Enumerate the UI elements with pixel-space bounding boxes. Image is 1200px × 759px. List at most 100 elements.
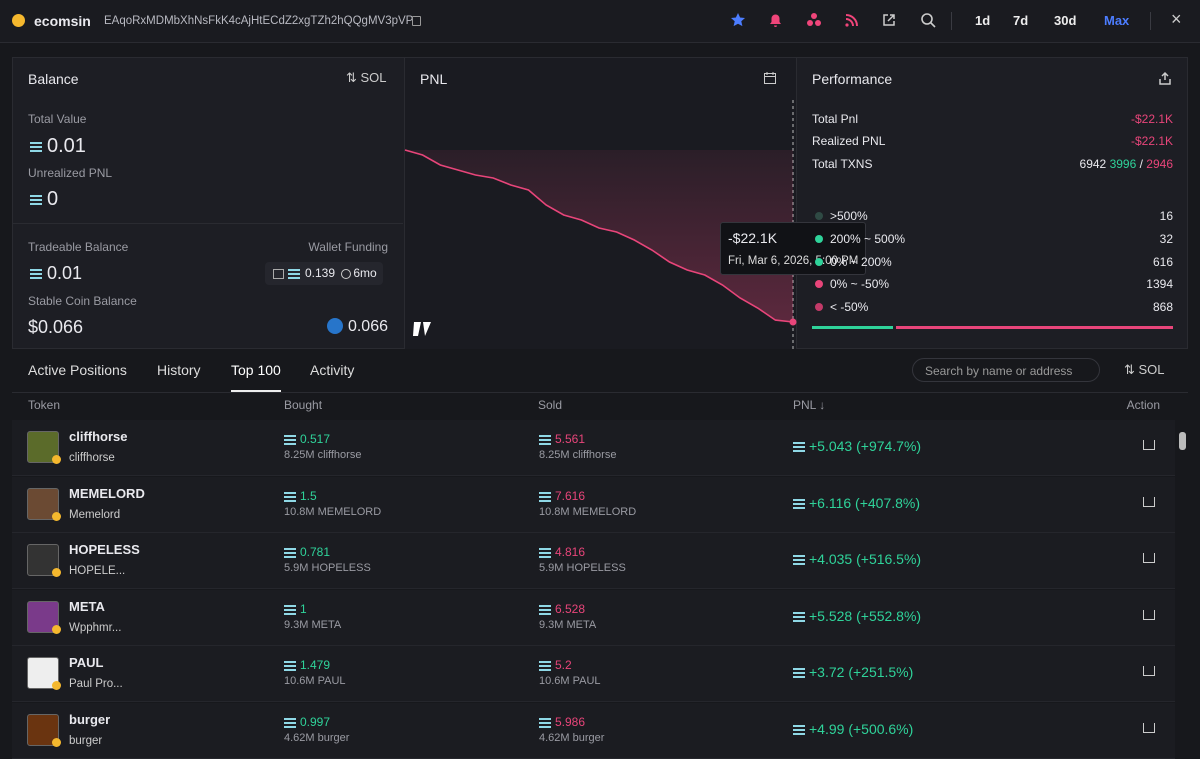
rss-icon[interactable]	[844, 12, 860, 28]
realized-pnl: -$22.1K	[1130, 134, 1173, 148]
stable-usdc: 0.066	[347, 318, 388, 335]
sold-value: 5.986	[555, 714, 586, 729]
performance-title: Performance	[812, 71, 893, 87]
bell-icon[interactable]	[768, 12, 783, 28]
token-sub: Memelord	[69, 508, 121, 521]
token-sub: Wpphmr...	[69, 621, 122, 634]
timeframe-button[interactable]: 1d	[975, 13, 991, 28]
share-button[interactable]	[1143, 666, 1155, 676]
bucket-label: < -50%	[830, 300, 869, 315]
bucket-dot	[815, 257, 823, 266]
search-icon[interactable]	[920, 12, 936, 28]
sol-icon	[539, 604, 551, 615]
tab[interactable]: History	[157, 362, 201, 378]
pnl-value: +4.99 (+500.6%)	[809, 720, 914, 737]
bucket-dot	[815, 303, 823, 312]
bucket-dot	[815, 234, 823, 243]
token-name[interactable]: PAUL	[69, 655, 104, 670]
sol-icon	[30, 269, 42, 280]
divider	[12, 392, 1188, 393]
token-name[interactable]: META	[69, 598, 105, 614]
ratio-segment	[896, 326, 1067, 329]
row-bg	[12, 589, 1175, 646]
share-button[interactable]	[1143, 553, 1155, 563]
sol-icon	[539, 548, 551, 558]
currency-toggle[interactable]: ⇅ SOL	[1124, 362, 1165, 377]
bought-value: 1.5	[300, 488, 317, 503]
sol-icon	[793, 498, 805, 509]
divider	[951, 12, 952, 30]
timeframe-button[interactable]: Max	[1104, 13, 1130, 28]
sol-icon	[539, 435, 551, 445]
label: Total TXNS	[812, 157, 873, 171]
wallet-funding: 0.139	[305, 266, 336, 280]
token-name[interactable]: burger	[69, 711, 111, 727]
divider	[13, 223, 403, 224]
bucket-label: 0% ~ -50%	[830, 277, 890, 292]
bucket-count: 32	[1159, 231, 1173, 246]
search-input[interactable]: Search by name or address	[912, 358, 1100, 382]
label: Total Pnl	[812, 112, 859, 126]
calendar-icon[interactable]	[763, 71, 777, 85]
share-button[interactable]	[1143, 722, 1155, 733]
sol-icon	[284, 661, 296, 671]
token-sub: Paul Pro...	[69, 678, 123, 690]
label: Realized PNL	[812, 134, 886, 148]
external-icon[interactable]	[882, 13, 896, 27]
tab[interactable]: Active Positions	[28, 362, 127, 378]
currency-toggle[interactable]: ⇅ SOL	[346, 70, 387, 85]
share-icon[interactable]	[1158, 71, 1172, 85]
star-icon[interactable]	[730, 12, 746, 28]
wallet-address[interactable]: EAqoRxMDMbXhNsFkK4cAjHtECdZ2xgTZh2hQQgMV…	[104, 15, 414, 27]
share-button[interactable]	[1143, 440, 1155, 450]
timeframe-button[interactable]: 7d	[1013, 13, 1029, 28]
sol-icon	[284, 491, 296, 502]
bucket-count: 868	[1152, 300, 1173, 315]
sold-amount: 10.6M PAUL	[539, 675, 601, 687]
group-icon[interactable]	[806, 12, 822, 28]
avatar	[12, 14, 25, 27]
sold-value: 7.616	[555, 488, 586, 503]
share-button[interactable]	[1143, 496, 1155, 507]
pnl-value: +6.116 (+407.8%)	[809, 494, 921, 511]
total-value: 0.01	[47, 135, 86, 157]
scrollbar-thumb[interactable]	[1179, 432, 1186, 450]
token-badge	[52, 455, 61, 464]
ratio-segment	[1066, 326, 1173, 329]
sold-amount: 8.25M cliffhorse	[539, 449, 617, 461]
sold-amount: 5.9M HOPELESS	[539, 562, 626, 574]
balance-title: Balance	[28, 71, 79, 87]
column-header[interactable]: PNL ↓	[793, 398, 826, 412]
bought-amount: 8.25M cliffhorse	[284, 449, 362, 461]
column-header: Bought	[284, 398, 323, 412]
tab[interactable]: Activity	[310, 362, 355, 378]
sold-amount: 10.8M MEMELORD	[539, 505, 637, 518]
token-sub: HOPELE...	[69, 565, 126, 577]
currency: SOL	[1138, 362, 1165, 377]
label: Wallet Funding	[308, 240, 388, 254]
tab[interactable]: Top 100	[231, 362, 281, 378]
sol-icon	[793, 724, 805, 735]
token-name[interactable]: cliffhorse	[69, 429, 128, 444]
token-name[interactable]: MEMELORD	[69, 485, 145, 501]
sol-icon	[793, 611, 805, 622]
bucket-count: 1394	[1146, 277, 1173, 292]
pnl-area	[405, 150, 793, 322]
pnl-value: +5.043 (+974.7%)	[809, 438, 922, 454]
tooltip: -$22.1K Fri, Mar 6, 2026, 5:00 PM	[720, 222, 866, 275]
bought-amount: 5.9M HOPELESS	[284, 562, 371, 574]
sold-amount: 9.3M META	[539, 618, 597, 631]
close-button[interactable]: ×	[1171, 9, 1182, 29]
share-button[interactable]	[1143, 609, 1155, 620]
row-bg	[12, 420, 1175, 476]
copy-icon[interactable]	[412, 16, 421, 26]
txns-total: 6942	[1079, 157, 1107, 171]
timeframe-button[interactable]: 30d	[1054, 13, 1077, 28]
row-bg	[12, 646, 1175, 702]
token-name[interactable]: HOPELESS	[69, 542, 140, 557]
bought-value: 0.781	[300, 545, 331, 559]
txns-buys: 3996	[1109, 157, 1137, 171]
token-image	[27, 657, 59, 689]
bought-value: 0.517	[300, 432, 331, 446]
